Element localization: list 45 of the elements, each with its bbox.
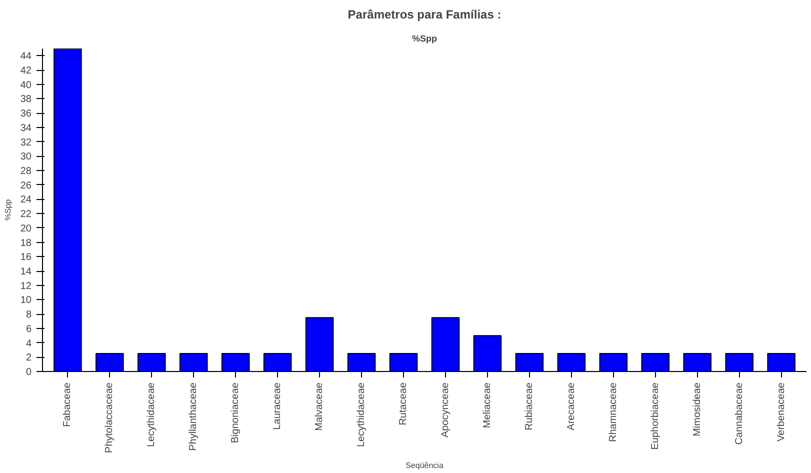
y-tick-label: 2 bbox=[26, 352, 32, 364]
x-tick-label: Malvaceae bbox=[314, 382, 326, 431]
x-tick-label: Euphorbiaceae bbox=[650, 382, 661, 450]
x-tick-label: Meliaceae bbox=[482, 382, 493, 428]
x-tick-label: Rhamnaceae bbox=[608, 382, 619, 442]
y-tick-label: 26 bbox=[20, 180, 32, 192]
y-tick-label: 36 bbox=[20, 108, 32, 120]
chart-title: Parâmetros para Famílias : bbox=[348, 8, 502, 22]
x-tick-label: Verbenaceae bbox=[776, 382, 787, 442]
y-axis-title: %Spp bbox=[3, 198, 12, 221]
y-tick-label: 34 bbox=[20, 122, 32, 134]
y-tick-label: 14 bbox=[20, 266, 32, 278]
x-tick-label: Rutaceae bbox=[398, 382, 410, 426]
x-tick-label: Phytolaccaceae bbox=[104, 382, 116, 454]
x-tick-label: Fabaceae bbox=[62, 382, 74, 427]
x-tick-label: Lauraceae bbox=[272, 382, 284, 430]
y-tick-label: 38 bbox=[20, 94, 32, 106]
x-tick-label: Rubiaceae bbox=[524, 382, 535, 430]
x-tick-label: Arecaceae bbox=[566, 382, 577, 430]
y-tick-label: 44 bbox=[20, 51, 32, 62]
x-tick-label: Lecythidaceae bbox=[146, 382, 158, 447]
chart-subtitle: %Spp bbox=[412, 34, 438, 44]
y-tick-label: 42 bbox=[20, 66, 32, 77]
y-tick-label: 10 bbox=[20, 295, 32, 306]
y-tick-label: 32 bbox=[20, 137, 32, 148]
y-tick-label: 28 bbox=[20, 166, 32, 178]
y-tick-label: 4 bbox=[26, 338, 32, 350]
x-tick-label: Phyllanthaceae bbox=[188, 382, 200, 451]
x-axis-title: Seqüência bbox=[406, 461, 444, 470]
x-tick-label: Lecythidaceae bbox=[356, 382, 368, 447]
x-tick-label: Bignoniaceae bbox=[230, 382, 242, 444]
y-tick-label: 18 bbox=[20, 238, 32, 249]
x-tick-label: Cannabaceae bbox=[734, 382, 745, 445]
y-tick-label: 12 bbox=[20, 280, 32, 292]
y-tick-label: 0 bbox=[26, 367, 32, 378]
y-tick-label: 30 bbox=[20, 152, 32, 163]
y-tick-label: 24 bbox=[20, 194, 32, 206]
y-tick-label: 8 bbox=[26, 310, 32, 321]
y-tick-label: 6 bbox=[26, 324, 32, 335]
y-tick-label: 20 bbox=[20, 223, 32, 234]
x-tick-label: Apocynceae bbox=[440, 382, 451, 438]
y-tick-label: 40 bbox=[20, 80, 32, 91]
y-tick-label: 22 bbox=[20, 209, 32, 220]
y-tick-label: 16 bbox=[20, 252, 32, 264]
x-tick-label: Mimosideae bbox=[692, 382, 703, 436]
